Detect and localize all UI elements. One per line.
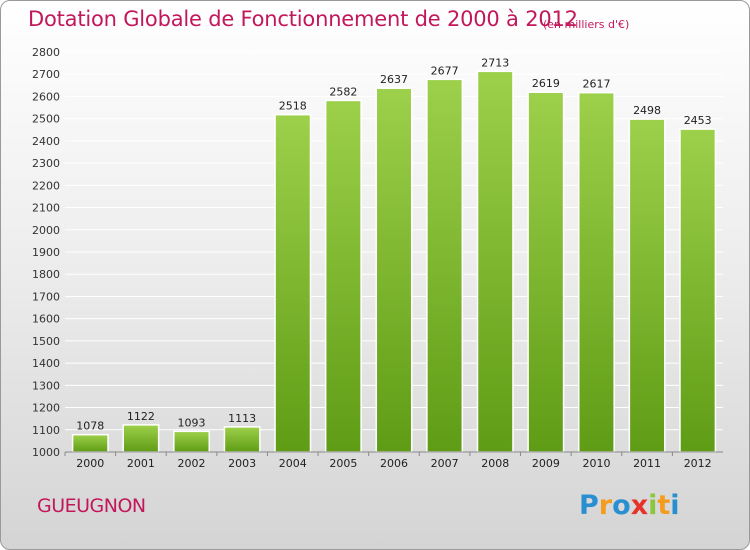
y-tick-label: 1200 (32, 402, 60, 415)
logo-letter: t (657, 490, 671, 521)
x-tick-label: 2009 (532, 457, 560, 470)
bar (324, 99, 362, 453)
y-tick-label: 1700 (32, 290, 60, 303)
bar (679, 128, 717, 453)
y-tick-label: 2800 (32, 46, 60, 59)
value-label: 2619 (532, 77, 560, 90)
bar (223, 426, 261, 453)
value-label: 2617 (582, 78, 610, 91)
value-label: 2637 (380, 73, 408, 86)
value-label: 2713 (481, 56, 509, 69)
x-tick-label: 2000 (76, 457, 104, 470)
x-tick-label: 2011 (633, 457, 661, 470)
unit-label: (en milliers d'€) (543, 18, 630, 31)
x-tick-label: 2001 (127, 457, 155, 470)
logo-letter: i (670, 490, 680, 521)
value-label: 1078 (76, 420, 104, 433)
bars (71, 70, 717, 453)
y-tick-label: 1400 (32, 357, 60, 370)
y-tick-label: 2300 (32, 157, 60, 170)
logo-letter: x (630, 490, 649, 521)
x-tick-label: 2003 (228, 457, 256, 470)
bar (122, 424, 160, 453)
x-tick-label: 2010 (582, 457, 610, 470)
bar (274, 113, 312, 453)
y-tick-label: 1300 (32, 379, 60, 392)
y-tick-label: 2700 (32, 68, 60, 81)
x-tick-label: 2004 (279, 457, 307, 470)
value-label: 1113 (228, 412, 256, 425)
bar (628, 118, 666, 453)
value-label: 2582 (329, 85, 357, 98)
y-tick-label: 2400 (32, 135, 60, 148)
y-tick-label: 1100 (32, 424, 60, 437)
x-tick-label: 2012 (684, 457, 712, 470)
y-axis-ticks: 1000 1100 1200 1300 1400 1500 1600 1700 1800 1900… (32, 46, 60, 459)
value-labels: 1078 1122 1093 1113 2518 2582 2637 2677 2713 2619… (76, 56, 711, 432)
value-label: 2453 (684, 114, 712, 127)
value-label: 2518 (279, 100, 307, 113)
y-tick-label: 2200 (32, 179, 60, 192)
y-tick-label: 1600 (32, 313, 60, 326)
bar (173, 430, 211, 453)
proxiti-logo: Proxiti (579, 490, 680, 521)
x-tick-label: 2008 (481, 457, 509, 470)
x-tick-label: 2005 (329, 457, 357, 470)
bar (426, 78, 464, 453)
y-tick-label: 2500 (32, 113, 60, 126)
bar (577, 91, 615, 453)
x-tick-label: 2002 (178, 457, 206, 470)
bar (71, 433, 109, 453)
value-label: 1093 (178, 416, 206, 429)
bar (476, 70, 514, 453)
y-tick-label: 2100 (32, 202, 60, 215)
commune-name: GUEUGNON (37, 495, 146, 517)
y-tick-label: 1500 (32, 335, 60, 348)
value-label: 2677 (431, 64, 459, 77)
x-tick-label: 2007 (431, 457, 459, 470)
y-tick-label: 1000 (32, 446, 60, 459)
chart-title: Dotation Globale de Fonctionnement de 20… (28, 7, 578, 31)
logo-letter: o (612, 490, 631, 521)
logo-letter: i (648, 490, 658, 521)
y-tick-label: 1900 (32, 246, 60, 259)
bar (527, 91, 565, 453)
logo-letter: r (598, 490, 613, 521)
x-tick-label: 2006 (380, 457, 408, 470)
logo-letter: P (579, 490, 599, 521)
y-tick-label: 1800 (32, 268, 60, 281)
y-tick-label: 2600 (32, 90, 60, 103)
bar (375, 87, 413, 453)
value-label: 1122 (127, 410, 155, 423)
value-label: 2498 (633, 104, 661, 117)
x-axis-ticks: 2000 2001 2002 2003 2004 2005 2006 2007 2008 2009… (64, 452, 712, 470)
y-tick-label: 2000 (32, 224, 60, 237)
